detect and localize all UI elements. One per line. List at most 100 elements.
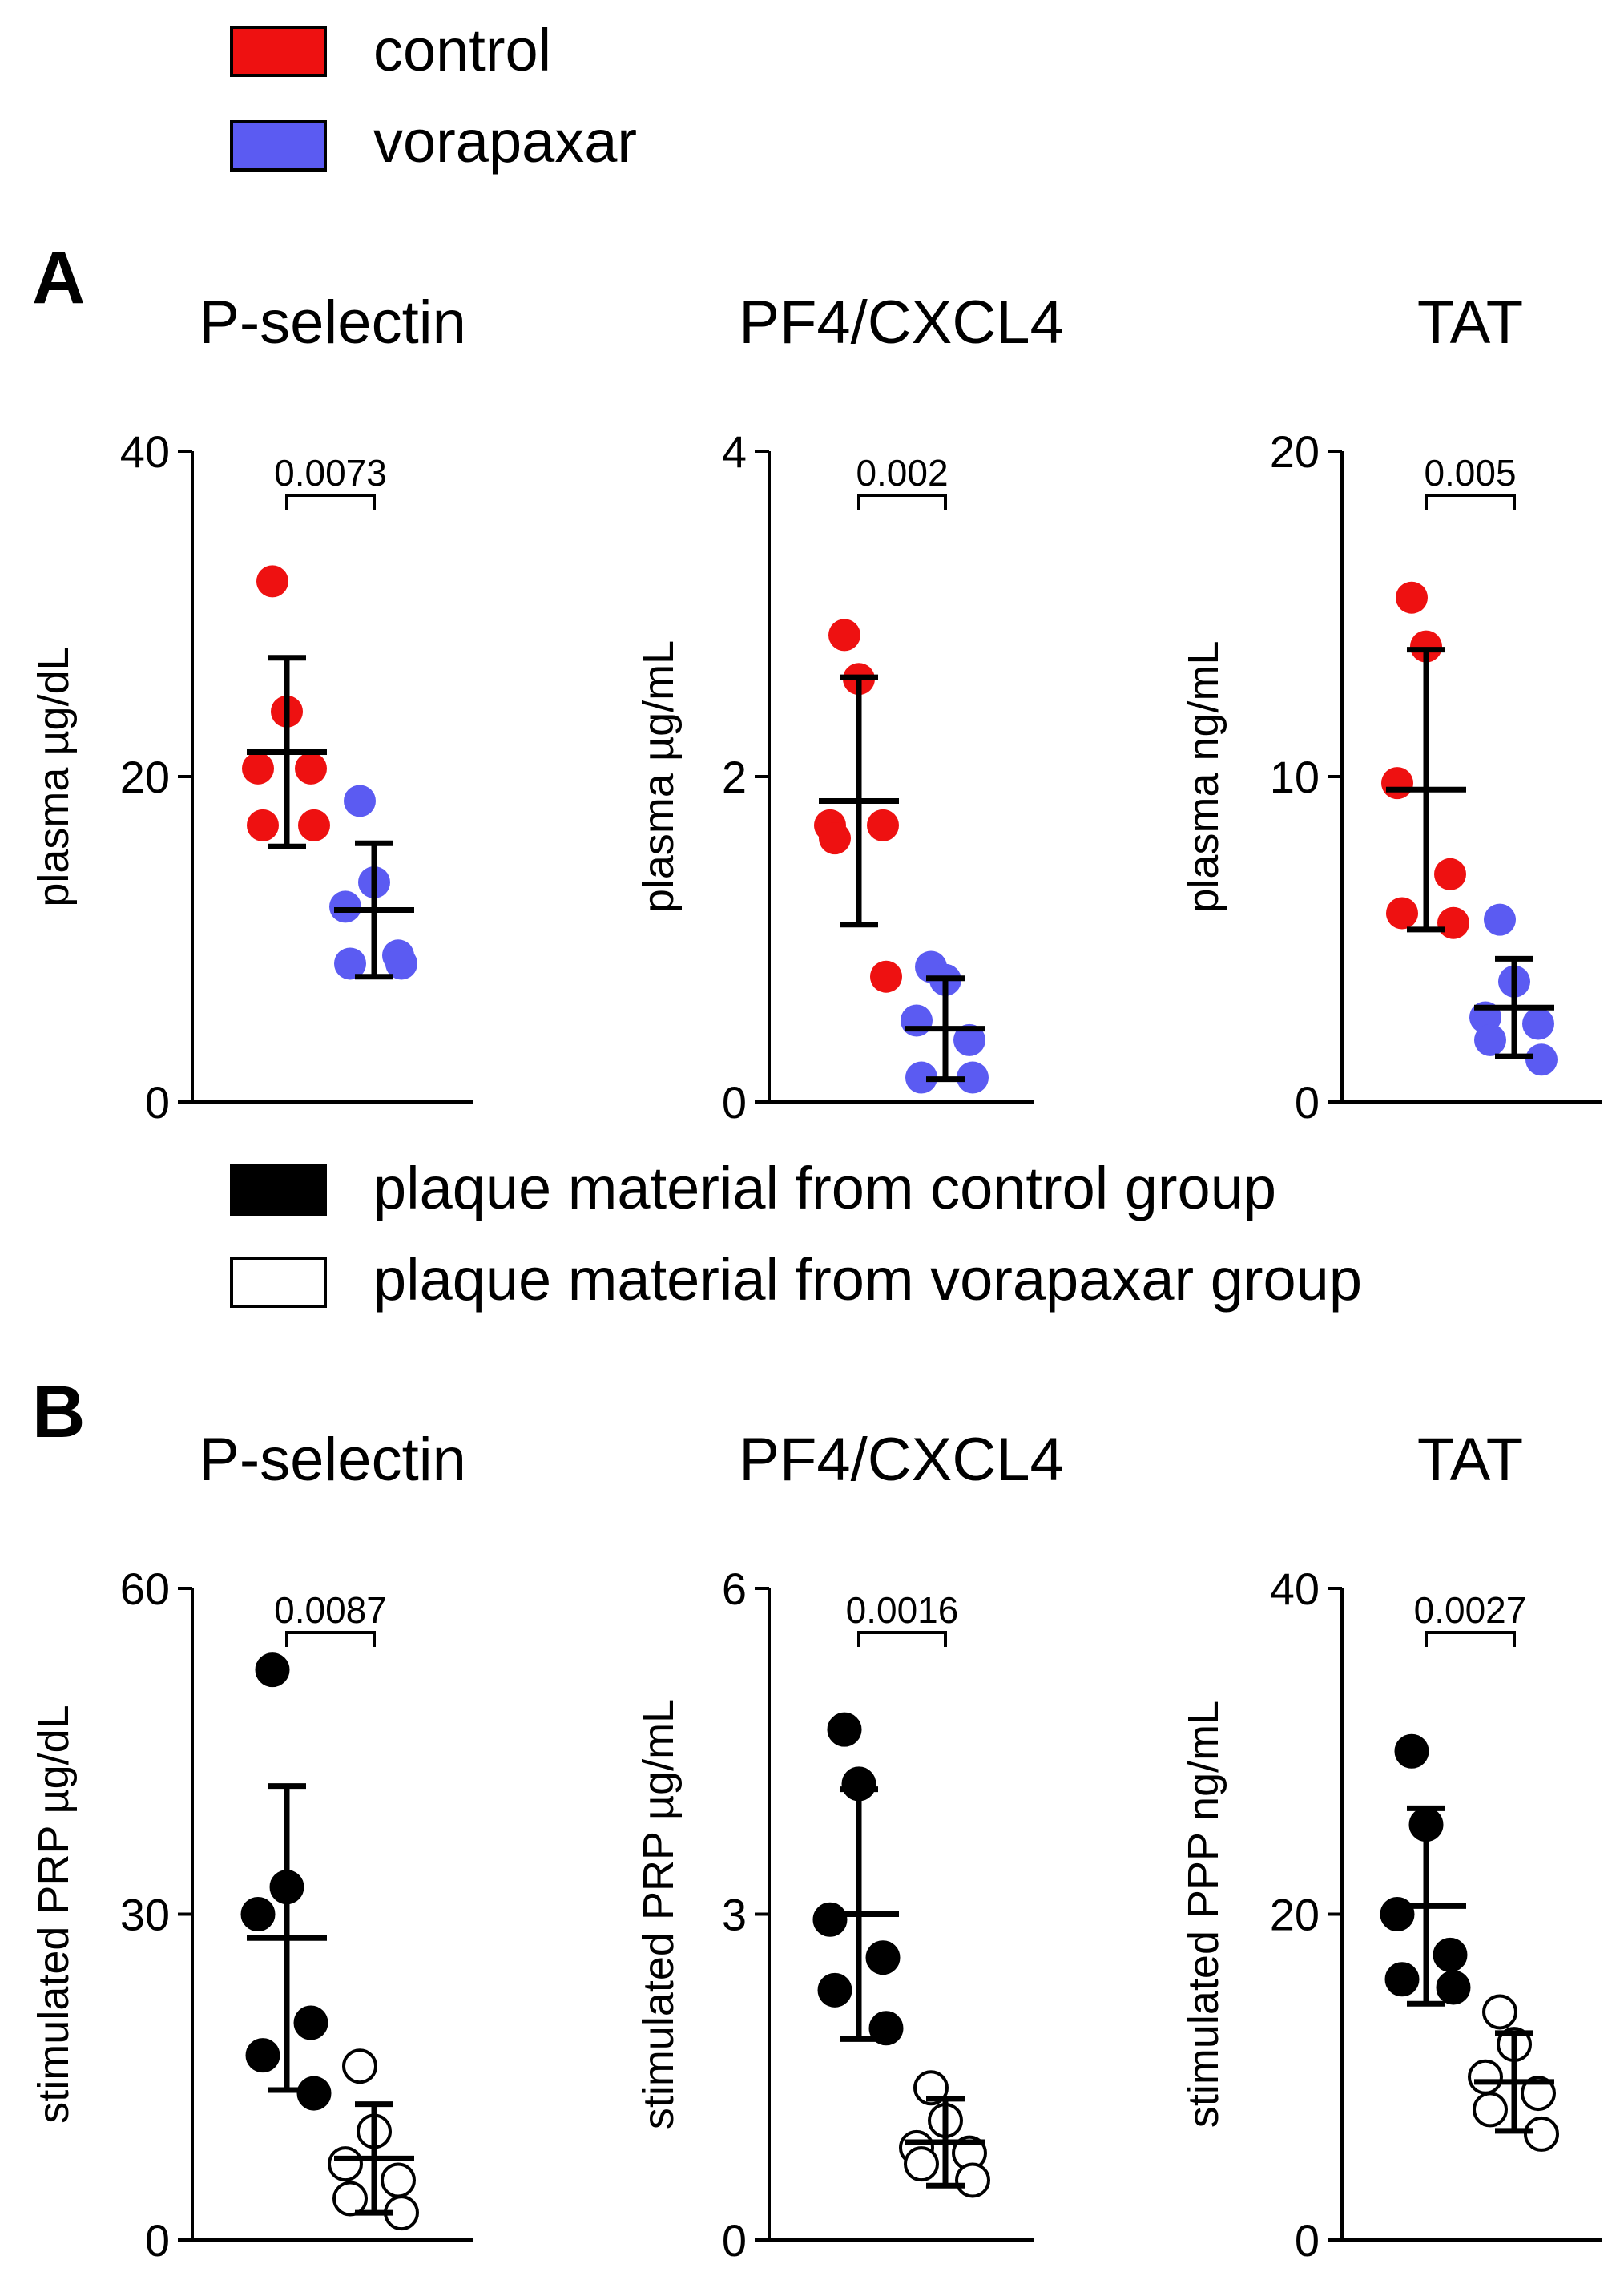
- data-point: [827, 1712, 862, 1747]
- y-tick-label: 40: [120, 426, 170, 477]
- data-point: [334, 947, 366, 980]
- data-point: [295, 752, 327, 785]
- data-point: [1482, 1994, 1517, 2030]
- chart-title: P-selectin: [199, 289, 466, 357]
- y-tick-label: 20: [1270, 1890, 1320, 1940]
- legend-label-vorapaxar: vorapaxar: [373, 108, 637, 175]
- chart-a-p-selectin: P-selectin 0 20 40 plasma µg/dL 0.0073: [30, 289, 473, 1128]
- y-tick-label: 20: [120, 752, 170, 802]
- p-value-label: 0.0087: [274, 1589, 387, 1631]
- y-tick-label: 3: [722, 1890, 747, 1940]
- significance-bracket: [857, 494, 947, 510]
- data-point: [868, 2011, 904, 2046]
- chart-title: PF4/CXCL4: [739, 289, 1064, 357]
- legend-label-vorapaxar-group: plaque material from vorapaxar group: [373, 1246, 1362, 1313]
- data-point: [870, 960, 902, 993]
- data-point: [328, 2146, 363, 2182]
- data-point: [256, 565, 288, 598]
- panel-letter-b: B: [32, 1371, 85, 1453]
- chart-b-tat: TAT 0 20 40 stimulated PPP ng/mL 0.0027: [1179, 1426, 1602, 2266]
- y-axis-label: stimulated PPP ng/mL: [1179, 1701, 1227, 2128]
- legend-swatch-vorapaxar-group: [230, 1257, 327, 1308]
- legend-treatment: control vorapaxar: [230, 17, 637, 175]
- data-point: [1524, 2116, 1559, 2152]
- data-point: [865, 1940, 901, 1975]
- chart-title: TAT: [1417, 289, 1523, 357]
- chart-title: P-selectin: [199, 1426, 466, 1494]
- y-tick-label: 0: [722, 2215, 747, 2266]
- data-point: [812, 1902, 848, 1937]
- data-point: [1436, 1970, 1471, 2005]
- data-point: [905, 1061, 937, 1094]
- chart-b-p-selectin: P-selectin 0 30 60 stimulated PRP µg/dL 0.008…: [30, 1426, 473, 2266]
- data-point: [1484, 903, 1516, 936]
- data-point: [1434, 858, 1466, 890]
- data-point: [293, 2005, 328, 2040]
- data-point: [255, 1652, 290, 1688]
- legend-swatch-control: [230, 26, 327, 77]
- data-point: [1473, 2092, 1508, 2128]
- data-point: [1437, 906, 1469, 939]
- data-point: [247, 809, 279, 841]
- y-axis-label: stimulated PRP µg/dL: [30, 1705, 78, 2123]
- data-point: [1381, 767, 1413, 800]
- p-value-label: 0.0016: [846, 1589, 959, 1631]
- data-point: [953, 1023, 985, 1056]
- data-point: [867, 809, 899, 841]
- data-point: [817, 1972, 852, 2008]
- data-point: [385, 947, 417, 980]
- data-point: [901, 1004, 933, 1037]
- legend-plaque-material: plaque material from control group plaqu…: [230, 1155, 1362, 1313]
- y-axis-label: plasma ng/mL: [1179, 640, 1227, 912]
- data-point: [955, 2162, 990, 2198]
- data-point: [1433, 1937, 1468, 1972]
- chart-a-tat: TAT 0 10 20 plasma ng/mL 0.005: [1179, 289, 1602, 1128]
- data-point: [245, 2038, 280, 2073]
- data-point: [1525, 1043, 1558, 1076]
- y-tick-label: 20: [1270, 426, 1320, 477]
- y-tick-label: 0: [1295, 1077, 1320, 1128]
- data-point: [1521, 2076, 1556, 2112]
- data-point: [1386, 897, 1418, 930]
- data-point: [329, 890, 361, 923]
- y-tick-label: 0: [1295, 2215, 1320, 2266]
- legend-label-control-group: plaque material from control group: [373, 1155, 1276, 1221]
- data-point: [904, 2146, 939, 2182]
- data-point: [828, 619, 860, 652]
- data-point: [1384, 1962, 1420, 1997]
- y-tick-label: 0: [722, 1077, 747, 1128]
- p-value-label: 0.002: [856, 452, 948, 494]
- data-point: [296, 2076, 332, 2111]
- y-tick-label: 40: [1270, 1564, 1320, 1614]
- chart-title: PF4/CXCL4: [739, 1426, 1064, 1494]
- data-point: [342, 2048, 377, 2084]
- y-axis-label: plasma µg/dL: [30, 646, 78, 906]
- y-tick-label: 2: [722, 752, 747, 802]
- data-point: [344, 785, 376, 817]
- y-axis-label: stimulated PRP µg/mL: [635, 1699, 683, 2129]
- data-point: [957, 1061, 989, 1094]
- legend-swatch-control-group: [230, 1164, 327, 1216]
- significance-bracket: [1425, 494, 1516, 510]
- data-point: [298, 809, 330, 841]
- significance-bracket: [857, 1631, 947, 1647]
- data-point: [913, 2070, 949, 2106]
- data-point: [1394, 1733, 1429, 1769]
- panel-letter-a: A: [32, 237, 85, 319]
- data-point: [819, 822, 851, 855]
- y-tick-label: 6: [722, 1564, 747, 1614]
- chart-a-pf4-cxcl4: PF4/CXCL4 0 2 4 plasma µg/mL 0.002: [635, 289, 1064, 1128]
- chart-title: TAT: [1417, 1426, 1523, 1494]
- data-point: [332, 2181, 368, 2217]
- y-tick-label: 30: [120, 1890, 170, 1940]
- y-tick-label: 0: [145, 2215, 170, 2266]
- y-axis-label: plasma µg/mL: [635, 640, 683, 913]
- p-value-label: 0.005: [1424, 452, 1516, 494]
- significance-bracket: [1425, 1631, 1516, 1647]
- p-value-label: 0.0073: [274, 452, 387, 494]
- data-point: [1474, 1023, 1506, 1056]
- legend-label-control: control: [373, 17, 551, 83]
- data-point: [240, 1897, 276, 1931]
- chart-b-pf4-cxcl4: PF4/CXCL4 0 3 6 stimulated PRP µg/mL 0.0016: [635, 1426, 1064, 2266]
